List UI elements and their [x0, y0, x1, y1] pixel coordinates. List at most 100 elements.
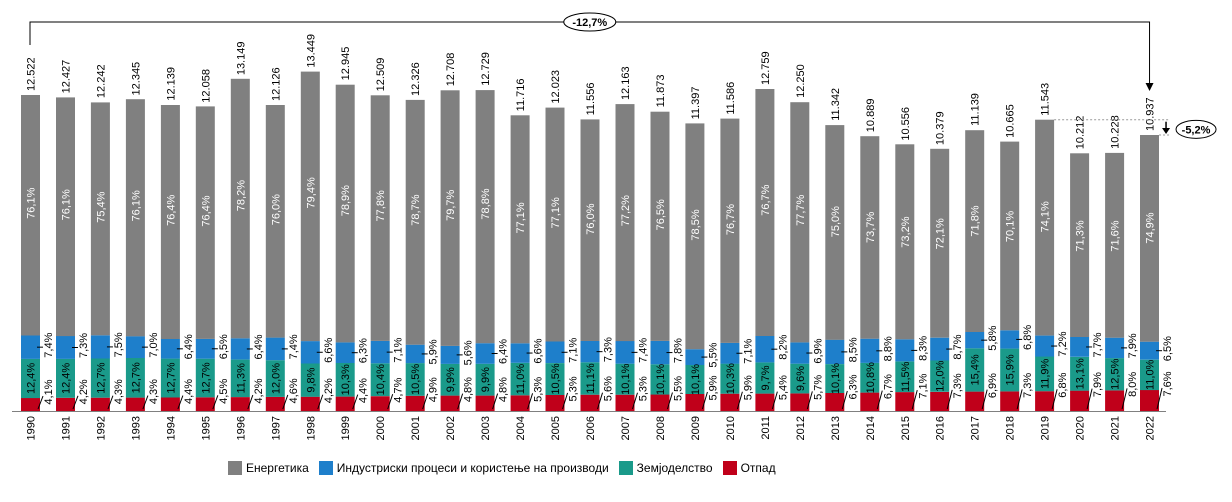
waste-pct-label: 4,4%	[183, 379, 195, 404]
bar-segment-agriculture	[370, 363, 390, 397]
industry-pct-label: 8,7%	[952, 334, 964, 359]
industry-pct-label: 6,5%	[1162, 336, 1174, 361]
industry-pct-label: 7,3%	[603, 337, 615, 362]
bar-segment-waste	[1035, 391, 1055, 411]
x-tick-label: 2008	[655, 416, 667, 440]
energy-pct-label: 78,5%	[690, 209, 702, 240]
bar-segment-waste	[545, 394, 565, 411]
bar-segment-industry	[685, 349, 705, 365]
bar-segment-industry	[230, 338, 250, 360]
bar-segment-waste	[335, 396, 355, 411]
waste-pct-label: 5,9%	[707, 375, 719, 400]
waste-leader-line	[736, 391, 743, 410]
bar-segment-energy	[860, 136, 880, 339]
bar-segment-energy	[965, 130, 985, 332]
bar-segment-agriculture	[160, 358, 180, 398]
agriculture-pct-label: 10,4%	[375, 364, 387, 395]
waste-pct-label: 6,3%	[847, 374, 859, 399]
x-tick-label: 2001	[410, 416, 422, 440]
bar-segment-industry	[615, 341, 635, 364]
bar-segment-industry	[195, 338, 215, 359]
legend-swatch-industry	[318, 461, 333, 475]
waste-leader-line	[911, 389, 918, 410]
waste-pct-label: 4,7%	[393, 377, 405, 402]
industry-pct-label: 6,4%	[253, 334, 265, 359]
energy-pct-label: 76,1%	[26, 187, 38, 218]
industry-pct-label: 7,0%	[148, 332, 160, 357]
legend: Енергетика Индустриски процеси и користе…	[228, 461, 786, 475]
total-label: 12.250	[795, 64, 807, 98]
bar-segment-industry	[300, 341, 320, 364]
agriculture-pct-label: 12,7%	[130, 362, 142, 393]
total-label: 11.873	[655, 75, 667, 108]
agriculture-pct-label: 10,8%	[865, 362, 877, 393]
agriculture-pct-label: 11,0%	[1145, 359, 1157, 390]
industry-pct-label: 7,1%	[393, 337, 405, 362]
legend-label-energy: Енергетика	[246, 461, 309, 475]
total-label: 12.509	[375, 58, 387, 92]
energy-pct-label: 79,4%	[305, 177, 317, 208]
waste-leader-line	[771, 391, 778, 410]
x-tick-label: 1993	[130, 416, 142, 440]
waste-pct-label: 4,4%	[358, 378, 370, 403]
bar-segment-energy	[21, 95, 40, 336]
bar-segment-energy	[580, 119, 600, 342]
total-label: 12.522	[26, 57, 38, 91]
total-label: 10.556	[900, 107, 912, 141]
bar-segment-energy	[230, 78, 250, 339]
arrowhead-down-icon	[1145, 82, 1154, 91]
bar-segment-waste	[895, 392, 915, 411]
waste-leader-line	[1156, 387, 1163, 410]
industry-pct-label: 5,5%	[707, 342, 719, 367]
waste-leader-line	[981, 389, 988, 410]
x-tick-label: 2012	[795, 416, 807, 440]
legend-swatch-agriculture	[618, 461, 633, 475]
x-tick-label: 2009	[690, 416, 702, 440]
bar-segment-industry	[475, 343, 495, 364]
bar-segment-agriculture	[510, 362, 530, 396]
bar-segment-energy	[1140, 135, 1159, 342]
bar-segment-industry	[650, 340, 670, 365]
x-tick-label: 1999	[340, 416, 352, 440]
bar-segment-industry	[825, 339, 845, 364]
bar-segment-energy	[720, 118, 740, 343]
bar-segment-industry	[510, 343, 530, 363]
x-tick-label: 2004	[515, 416, 527, 440]
industry-pct-label: 7,1%	[568, 338, 580, 363]
waste-pct-label: 5,6%	[603, 376, 615, 401]
bar-segment-energy	[405, 99, 425, 345]
bar-segment-agriculture	[650, 364, 670, 395]
x-tick-label: 1992	[95, 416, 107, 440]
bar-segment-waste	[56, 397, 75, 411]
x-tick-label: 1994	[165, 416, 177, 440]
x-tick-label: 2010	[725, 416, 737, 440]
bar-segment-waste	[160, 397, 180, 411]
agriculture-pct-label: 10,1%	[690, 364, 702, 395]
agriculture-pct-label: 15,4%	[970, 354, 982, 385]
bar-segment-energy	[790, 102, 810, 343]
industry-pct-label: 6,4%	[498, 339, 510, 364]
bar-segment-energy	[370, 95, 390, 341]
bar-segment-industry	[1140, 341, 1159, 360]
industry-pct-label: 6,6%	[323, 338, 335, 363]
bar-segment-industry	[965, 332, 985, 349]
bar-segment-waste	[405, 395, 425, 411]
energy-pct-label: 71,8%	[970, 205, 982, 236]
waste-leader-line	[876, 390, 883, 410]
bar-segment-agriculture	[1000, 348, 1020, 392]
waste-pct-label: 4,8%	[463, 377, 475, 402]
industry-pct-label: 7,4%	[637, 338, 649, 363]
legend-label-industry: Индустриски процеси и користење на произ…	[336, 461, 609, 475]
agriculture-pct-label: 10,3%	[340, 364, 352, 395]
legend-item-agriculture: Земјоделство	[618, 461, 713, 475]
waste-leader-line	[1016, 389, 1023, 410]
industry-pct-label: 6,3%	[358, 338, 370, 363]
x-tick-label: 2002	[445, 416, 457, 440]
waste-pct-label: 5,4%	[777, 375, 789, 400]
bar-segment-industry	[125, 336, 145, 358]
bar-segment-waste	[300, 396, 320, 411]
industry-pct-label: 7,4%	[43, 332, 55, 357]
x-tick-label: 2007	[620, 416, 632, 440]
energy-pct-label: 74,1%	[1040, 201, 1052, 232]
agriculture-pct-label: 13,1%	[1075, 358, 1087, 389]
